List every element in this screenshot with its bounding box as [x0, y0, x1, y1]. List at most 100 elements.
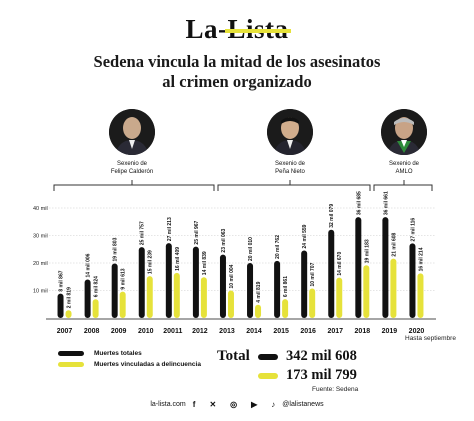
- x-tick-label: 2018: [355, 328, 371, 335]
- note-hasta-septiembre: Hasta septiembre: [405, 335, 456, 342]
- title-line2: al crimen organizado: [162, 72, 312, 91]
- x-tick-label: 2020: [409, 328, 425, 335]
- y-tick-label: 30 mil: [33, 234, 48, 240]
- bar-total: [138, 247, 145, 318]
- x-tick-label: 2008: [84, 328, 100, 335]
- data-label-total: 24 mil 559: [302, 224, 308, 248]
- amlo-bracket: [373, 180, 433, 191]
- bar-crime: [282, 299, 289, 318]
- bar-crime: [119, 291, 126, 318]
- bar-total: [382, 217, 389, 318]
- crime-deaths-swatch: [258, 372, 278, 379]
- amlo-avatar: [381, 109, 427, 155]
- data-label-total: 25 mil 757: [140, 221, 146, 245]
- data-label-total: 32 mil 079: [329, 204, 335, 228]
- bar-crime: [146, 276, 153, 318]
- bar-total: [57, 293, 64, 318]
- bar-total: [84, 279, 91, 318]
- bar-crime: [417, 273, 424, 318]
- data-label-crime: 10 mil 004: [229, 264, 235, 288]
- bar-total: [355, 217, 362, 318]
- data-label-crime: 14 mil 839: [202, 251, 208, 275]
- bar-total: [247, 262, 254, 318]
- data-label-total: 20 mil 762: [275, 235, 281, 259]
- total-deaths-value: 342 mil 608: [286, 348, 357, 364]
- twitter-icon[interactable]: ✕: [209, 400, 217, 409]
- bar-crime: [65, 310, 72, 318]
- data-label-total: 27 mil 116: [410, 218, 416, 242]
- data-label-crime: 4 mil 819: [256, 281, 262, 302]
- pena-nieto-bracket: [217, 180, 371, 191]
- bar-crime: [363, 265, 370, 318]
- data-label-crime: 19 mil 183: [364, 239, 370, 263]
- footer: la-lista.com f ✕ ◎ ▶ ♪ @lalistanews: [0, 400, 474, 409]
- total-deaths-swatch: [258, 353, 278, 360]
- data-label-crime: 9 mil 613: [121, 268, 127, 289]
- x-tick-label: 2015: [273, 328, 289, 335]
- y-tick-label: 40 mil: [33, 206, 48, 212]
- bar-crime: [92, 299, 99, 318]
- footer-handle[interactable]: @lalistanews: [282, 401, 324, 408]
- data-label-total: 20 mil 010: [248, 237, 254, 261]
- x-tick-label: 2017: [327, 328, 343, 335]
- x-tick-label: 2010: [138, 328, 154, 335]
- data-label-crime: 10 mil 707: [310, 262, 316, 286]
- bar-total: [274, 260, 281, 318]
- data-label-total: 25 mil 967: [194, 220, 200, 244]
- bar-total: [409, 243, 416, 318]
- legend-swatch-total: [58, 351, 84, 356]
- facebook-icon[interactable]: f: [192, 400, 196, 409]
- y-tick-label: 20 mil: [33, 261, 48, 267]
- x-tick-label: 20011: [163, 328, 182, 335]
- page-title: Sedena vincula la mitad de los asesinato…: [0, 52, 474, 92]
- calderon-bracket: [53, 180, 215, 191]
- data-label-crime: 14 mil 670: [337, 252, 343, 276]
- x-tick-label: 2012: [192, 328, 208, 335]
- title-line1: Sedena vincula la mitad de los asesinato…: [93, 52, 381, 71]
- youtube-icon[interactable]: ▶: [251, 400, 258, 409]
- amlo-label: Sexenio de AMLO: [388, 161, 420, 175]
- crime-deaths-value: 173 mil 799: [286, 367, 357, 383]
- legend: Muertes totales Muertes vinculadas a del…: [58, 348, 201, 370]
- legend-item-total: Muertes totales: [58, 348, 201, 359]
- bar-crime: [173, 272, 180, 318]
- calderon-avatar: [109, 109, 155, 155]
- bar-total: [219, 254, 226, 318]
- bar-crime: [309, 288, 316, 318]
- data-label-crime: 21 mil 608: [391, 232, 397, 256]
- data-label-total: 19 mil 803: [113, 237, 119, 261]
- x-tick-label: 2013: [219, 328, 235, 335]
- bar-total: [111, 263, 118, 318]
- pena-nieto-label: Sexenio de Peña Nieto: [274, 161, 306, 175]
- bar-total: [301, 250, 308, 318]
- logo: La-Lista: [0, 14, 474, 45]
- footer-site[interactable]: la-lista.com: [150, 401, 186, 408]
- data-label-total: 27 mil 213: [167, 217, 173, 241]
- bar-total: [192, 246, 199, 318]
- y-tick-label: 10 mil: [33, 289, 48, 295]
- calderon-label: Sexenio de Felipe Calderón: [110, 161, 154, 175]
- x-tick-label: 2007: [57, 328, 73, 335]
- data-label-total: 23 mil 063: [221, 228, 227, 252]
- pena-nieto-avatar: [267, 109, 313, 155]
- data-label-total: 36 mil 661: [383, 191, 389, 215]
- tiktok-icon[interactable]: ♪: [271, 400, 276, 409]
- x-tick-label: 2014: [246, 328, 262, 335]
- data-label-total: 8 mil 867: [59, 270, 65, 291]
- source: Fuente: Sedena: [312, 386, 359, 393]
- bar-crime: [336, 277, 343, 318]
- legend-swatch-crime: [58, 362, 84, 367]
- total-deaths-row: 342 mil 608: [258, 348, 357, 365]
- data-label-total: 14 mil 006: [86, 253, 92, 277]
- instagram-icon[interactable]: ◎: [230, 400, 238, 409]
- bar-crime: [200, 277, 207, 318]
- data-label-crime: 6 mil 824: [94, 276, 100, 297]
- data-label-total: 36 mil 685: [356, 191, 362, 215]
- logo-part1: La-: [185, 14, 228, 44]
- x-tick-label: 2016: [300, 328, 316, 335]
- bar-crime: [255, 304, 262, 318]
- x-tick-label: 2009: [111, 328, 127, 335]
- total-label: Total: [217, 348, 250, 364]
- bar-total: [165, 243, 172, 318]
